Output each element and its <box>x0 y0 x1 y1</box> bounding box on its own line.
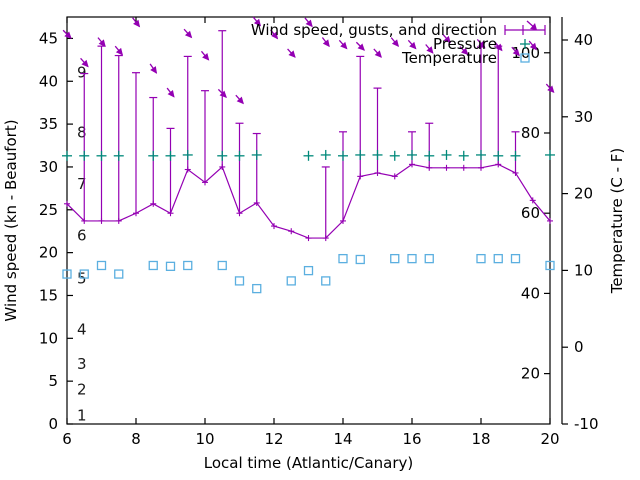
y-tick-label-left: 40 <box>39 72 58 90</box>
wind-direction-arrow-head <box>547 85 555 94</box>
y-tick-label-c: 10 <box>574 261 593 279</box>
legend-label-3: Temperature <box>401 49 497 67</box>
legend-label-1: Wind speed, gusts, and direction <box>251 21 497 39</box>
y-tick-label-f: 20 <box>521 365 540 383</box>
beaufort-level-label: 1 <box>77 406 87 424</box>
y-tick-label-left: 45 <box>39 29 58 47</box>
temperature-marker <box>148 260 158 271</box>
wind-direction-arrow-head <box>271 31 279 40</box>
beaufort-level-label: 3 <box>77 355 87 373</box>
y-tick-label-left: 0 <box>48 415 58 433</box>
wind-direction-arrow-head <box>133 19 141 28</box>
wind-direction-arrow-head <box>305 19 313 28</box>
x-tick-label: 12 <box>264 430 283 448</box>
temperature-marker <box>338 253 348 264</box>
beaufort-level-label: 8 <box>77 124 87 142</box>
wind-direction-arrow-head <box>219 90 227 98</box>
beaufort-level-label: 6 <box>77 226 87 244</box>
legend-label-2: Pressure <box>433 35 497 53</box>
plot-frame <box>66 16 551 425</box>
wind-direction-arrow-head <box>495 43 503 52</box>
wind-direction-arrow-head <box>426 46 434 54</box>
beaufort-level-label: 2 <box>77 381 87 399</box>
y-axis-title-right: Temperature (C - F) <box>608 148 626 295</box>
temperature-marker <box>545 260 555 271</box>
wind-direction-arrow-head <box>288 50 296 58</box>
wind-direction-arrow-head <box>461 47 469 56</box>
wind-direction-arrow-head <box>374 50 382 58</box>
temperature-marker <box>114 269 124 279</box>
temperature-marker <box>217 260 227 271</box>
temperature-marker <box>303 265 314 276</box>
wind-direction-arrow-head <box>529 42 538 51</box>
temperature-marker <box>252 283 262 294</box>
temperature-marker <box>493 253 503 264</box>
x-tick-label: 8 <box>131 430 141 448</box>
y-tick-label-c: -10 <box>574 415 599 433</box>
beaufort-level-label: 9 <box>77 64 87 82</box>
x-tick-label: 14 <box>333 430 352 448</box>
y-tick-label-left: 35 <box>39 115 58 133</box>
y-tick-label-c: 40 <box>574 31 593 49</box>
temperature-marker <box>424 253 434 264</box>
temperature-marker <box>286 276 296 286</box>
wind-direction-arrow-head <box>64 31 72 39</box>
y-tick-label-left: 10 <box>39 329 58 347</box>
y-tick-label-f: 60 <box>521 204 540 222</box>
beaufort-level-label: 7 <box>77 175 87 193</box>
temperature-marker <box>321 276 331 286</box>
y-tick-label-left: 20 <box>39 244 58 262</box>
y-tick-label-left: 5 <box>48 372 58 390</box>
temperature-marker <box>96 260 107 271</box>
temperature-marker <box>183 260 193 271</box>
temperature-marker <box>165 261 176 271</box>
y-tick-label-f: 80 <box>521 124 540 142</box>
x-tick-label: 6 <box>62 430 72 448</box>
y-tick-label-left: 30 <box>39 158 58 176</box>
wind-direction-arrow-head <box>253 18 262 27</box>
wind-direction-arrow-head <box>150 66 158 74</box>
wind-direction-arrow-head <box>322 39 330 48</box>
x-tick-label: 20 <box>540 430 559 448</box>
wind-direction-arrow-head <box>98 39 106 47</box>
wind-direction-arrow-head <box>202 53 210 61</box>
x-tick-label: 18 <box>471 430 490 448</box>
temperature-marker <box>79 269 89 279</box>
y-tick-label-c: 0 <box>574 338 584 356</box>
wind-direction-arrow-head <box>478 40 486 49</box>
wind-direction-arrow-head <box>340 41 348 50</box>
wind-direction-arrow-head <box>184 30 193 39</box>
temperature-marker <box>62 269 72 279</box>
wind-direction-arrow-head <box>115 47 124 56</box>
y-tick-label-c: 20 <box>574 185 593 203</box>
temperature-marker <box>476 253 486 264</box>
x-tick-label: 16 <box>402 430 421 448</box>
temperature-marker <box>407 253 417 264</box>
beaufort-level-label: 4 <box>77 321 87 339</box>
wind-direction-arrow-head <box>391 39 400 47</box>
y-tick-label-f: 40 <box>521 284 540 302</box>
wind-speed-line <box>66 163 551 239</box>
legend-symbol-temperature <box>520 53 530 63</box>
temperature-marker <box>510 253 521 264</box>
temperature-marker <box>234 276 245 286</box>
x-axis-title: Local time (Atlantic/Canary) <box>204 454 414 472</box>
wind-direction-arrow-head <box>409 41 417 50</box>
wind-direction-arrow-head <box>357 43 365 51</box>
legend-symbol-arrow <box>530 23 537 30</box>
wind-direction-arrow-head <box>236 96 244 105</box>
temperature-marker <box>355 254 365 265</box>
x-tick-label: 10 <box>195 430 214 448</box>
y-axis-title-left: Wind speed (kn - Beaufort) <box>2 119 20 321</box>
y-tick-label-left: 25 <box>39 201 58 219</box>
y-tick-label-c: 30 <box>574 108 593 126</box>
wind-direction-arrow-head <box>512 48 520 57</box>
wind-direction-arrow-head <box>81 59 89 68</box>
wind-direction-arrow-head <box>167 89 175 98</box>
temperature-marker <box>390 253 400 264</box>
y-tick-label-left: 15 <box>39 286 58 304</box>
wind-direction-arrow-head <box>443 35 451 44</box>
